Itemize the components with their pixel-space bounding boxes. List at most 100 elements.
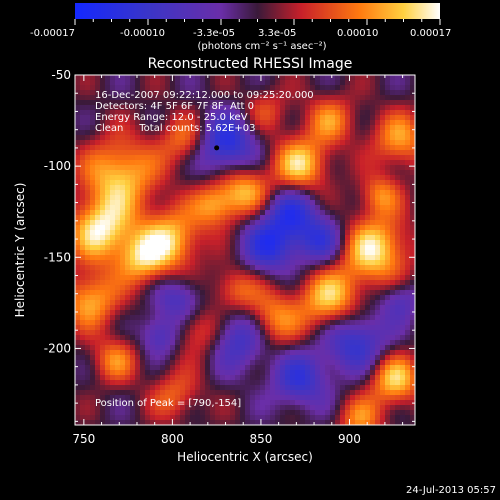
heatmap-cell xyxy=(340,390,346,396)
heatmap-cell xyxy=(110,385,116,391)
heatmap-cell xyxy=(285,380,291,386)
heatmap-cell xyxy=(75,275,81,281)
heatmap-cell xyxy=(370,90,376,96)
heatmap-cell xyxy=(405,340,411,346)
heatmap-cell xyxy=(230,320,236,326)
heatmap-cell xyxy=(245,255,251,261)
heatmap-cell xyxy=(380,130,386,136)
heatmap-cell xyxy=(100,330,106,336)
heatmap-cell xyxy=(295,235,301,241)
heatmap-cell xyxy=(130,150,136,156)
heatmap-cell xyxy=(390,240,396,246)
heatmap-cell xyxy=(195,220,201,226)
heatmap-cell xyxy=(90,250,96,256)
heatmap-cell xyxy=(110,240,116,246)
heatmap-cell xyxy=(390,110,396,116)
heatmap-cell xyxy=(290,195,296,201)
heatmap-cell xyxy=(330,140,336,146)
heatmap-cell xyxy=(395,295,401,301)
heatmap-cell xyxy=(185,310,191,316)
heatmap-cell xyxy=(165,175,171,181)
heatmap-cell xyxy=(320,410,326,416)
heatmap-cell xyxy=(310,210,316,216)
heatmap-cell xyxy=(125,120,131,126)
heatmap-cell xyxy=(155,75,161,81)
heatmap-cell xyxy=(320,365,326,371)
heatmap-cell xyxy=(270,240,276,246)
heatmap-cell xyxy=(100,265,106,271)
heatmap-cell xyxy=(390,340,396,346)
heatmap-cell xyxy=(215,80,221,86)
heatmap-cell xyxy=(165,125,171,131)
heatmap-cell xyxy=(135,130,141,136)
heatmap-cell xyxy=(360,270,366,276)
heatmap-cell xyxy=(375,230,381,236)
heatmap-cell xyxy=(125,320,131,326)
heatmap-cell xyxy=(405,200,411,206)
heatmap-cell xyxy=(335,130,341,136)
y-tick-label: -50 xyxy=(51,68,71,82)
heatmap-cell xyxy=(330,245,336,251)
heatmap-cell xyxy=(350,200,356,206)
heatmap-cell xyxy=(230,310,236,316)
heatmap-cell xyxy=(330,135,336,141)
heatmap-cell xyxy=(385,250,391,256)
heatmap-cell xyxy=(125,340,131,346)
heatmap-cell xyxy=(310,260,316,266)
heatmap-cell xyxy=(335,385,341,391)
heatmap-cell xyxy=(80,350,86,356)
heatmap-cell xyxy=(310,360,316,366)
heatmap-cell xyxy=(380,170,386,176)
heatmap-cell xyxy=(300,205,306,211)
heatmap-cell xyxy=(365,275,371,281)
heatmap-cell xyxy=(330,105,336,111)
heatmap-cell xyxy=(230,130,236,136)
heatmap-cell xyxy=(95,185,101,191)
heatmap-cell xyxy=(165,145,171,151)
heatmap-cell xyxy=(80,320,86,326)
heatmap-cell xyxy=(275,325,281,331)
heatmap-cell xyxy=(195,260,201,266)
heatmap-cell xyxy=(140,95,146,101)
heatmap-cell xyxy=(150,135,156,141)
heatmap-cell xyxy=(105,275,111,281)
heatmap-cell xyxy=(180,185,186,191)
heatmap-cell xyxy=(270,295,276,301)
heatmap-cell xyxy=(200,325,206,331)
heatmap-cell xyxy=(130,205,136,211)
heatmap-cell xyxy=(295,95,301,101)
heatmap-cell xyxy=(130,410,136,416)
heatmap-cell xyxy=(310,415,316,421)
heatmap-cell xyxy=(90,395,96,401)
heatmap-cell xyxy=(385,140,391,146)
heatmap-cell xyxy=(195,310,201,316)
heatmap-cell xyxy=(300,140,306,146)
heatmap-cell xyxy=(210,125,216,131)
heatmap-cell xyxy=(105,300,111,306)
heatmap-cell xyxy=(175,80,181,86)
heatmap-cell xyxy=(370,210,376,216)
heatmap-cell xyxy=(125,235,131,241)
heatmap-cell xyxy=(125,385,131,391)
heatmap-cell xyxy=(225,270,231,276)
heatmap-cell xyxy=(85,365,91,371)
heatmap-cell xyxy=(160,155,166,161)
heatmap-cell xyxy=(110,225,116,231)
heatmap-cell xyxy=(160,420,166,425)
heatmap-cell xyxy=(300,75,306,81)
heatmap-cell xyxy=(335,285,341,291)
heatmap-cell xyxy=(245,155,251,161)
heatmap-cell xyxy=(220,305,226,311)
heatmap-cell xyxy=(255,305,261,311)
heatmap-cell xyxy=(235,95,241,101)
heatmap-cell xyxy=(280,175,286,181)
heatmap-cell xyxy=(235,360,241,366)
heatmap-cell xyxy=(325,250,331,256)
heatmap-cell xyxy=(180,350,186,356)
heatmap-cell xyxy=(345,350,351,356)
heatmap-cell xyxy=(140,390,146,396)
heatmap-cell xyxy=(140,155,146,161)
heatmap-cell xyxy=(255,135,261,141)
heatmap-cell xyxy=(400,105,406,111)
heatmap-cell xyxy=(400,265,406,271)
